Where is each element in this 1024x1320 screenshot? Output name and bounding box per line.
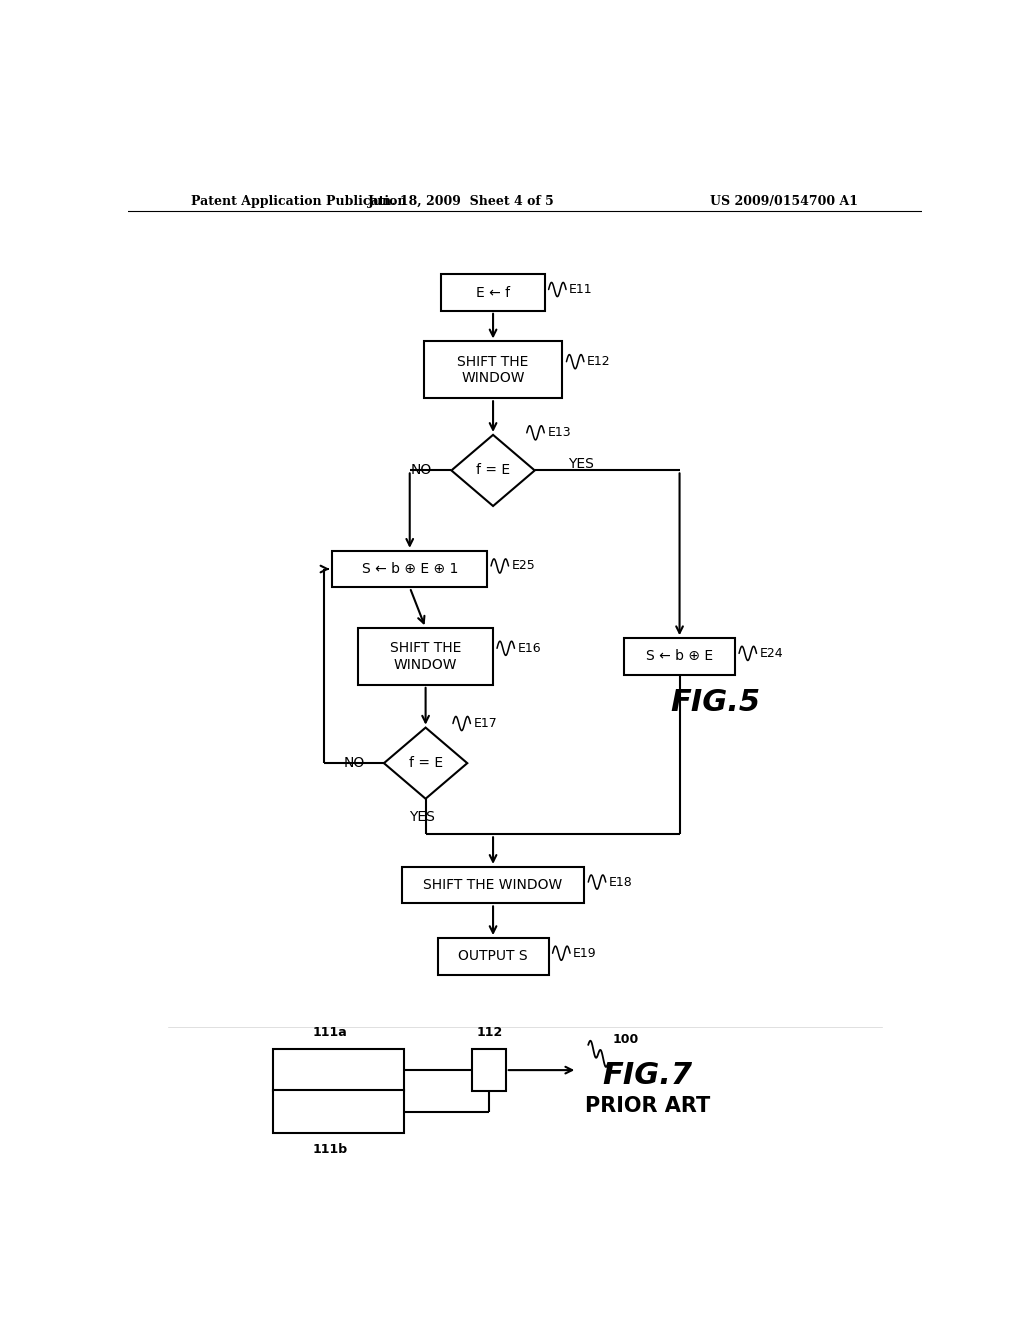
Text: NO: NO (343, 756, 365, 770)
Bar (272, 1090, 403, 1133)
Text: SHIFT THE WINDOW: SHIFT THE WINDOW (424, 878, 562, 892)
Text: E11: E11 (569, 282, 593, 296)
Text: US 2009/0154700 A1: US 2009/0154700 A1 (710, 194, 858, 207)
Text: YES: YES (409, 810, 434, 824)
Text: E25: E25 (512, 560, 536, 573)
Text: PRIOR ART: PRIOR ART (585, 1096, 711, 1115)
Text: E17: E17 (474, 717, 498, 730)
Text: OUTPUT S: OUTPUT S (459, 949, 527, 964)
Text: Jun. 18, 2009  Sheet 4 of 5: Jun. 18, 2009 Sheet 4 of 5 (368, 194, 555, 207)
Bar (333, 550, 487, 587)
Polygon shape (452, 434, 535, 506)
Polygon shape (384, 727, 467, 799)
Text: YES: YES (568, 457, 594, 471)
Bar (441, 275, 545, 312)
Text: E18: E18 (609, 875, 633, 888)
Bar (472, 1049, 506, 1092)
Text: S ← b ⊕ E: S ← b ⊕ E (646, 649, 713, 664)
Bar (358, 628, 494, 685)
Text: E12: E12 (587, 355, 610, 368)
Text: E24: E24 (760, 647, 783, 660)
Bar (624, 638, 735, 675)
Text: FIG.5: FIG.5 (670, 688, 761, 717)
Text: E13: E13 (548, 426, 571, 440)
Bar (272, 1049, 403, 1092)
Bar (437, 939, 549, 974)
Text: E ← f: E ← f (476, 285, 510, 300)
Text: Patent Application Publication: Patent Application Publication (191, 194, 407, 207)
Text: 112: 112 (477, 1026, 503, 1039)
Text: 111a: 111a (313, 1026, 348, 1039)
Text: 100: 100 (612, 1034, 638, 1047)
Text: FIG.7: FIG.7 (603, 1061, 693, 1090)
Text: E19: E19 (573, 946, 597, 960)
Text: SHIFT THE
WINDOW: SHIFT THE WINDOW (390, 642, 461, 672)
Text: NO: NO (411, 463, 432, 478)
Text: SHIFT THE
WINDOW: SHIFT THE WINDOW (458, 355, 528, 385)
Bar (424, 342, 562, 399)
Text: S ← b ⊕ E ⊕ 1: S ← b ⊕ E ⊕ 1 (361, 562, 458, 576)
Text: f = E: f = E (409, 756, 442, 770)
Bar (401, 867, 585, 903)
Text: f = E: f = E (476, 463, 510, 478)
Text: E16: E16 (518, 642, 542, 655)
Text: 111b: 111b (312, 1143, 348, 1156)
